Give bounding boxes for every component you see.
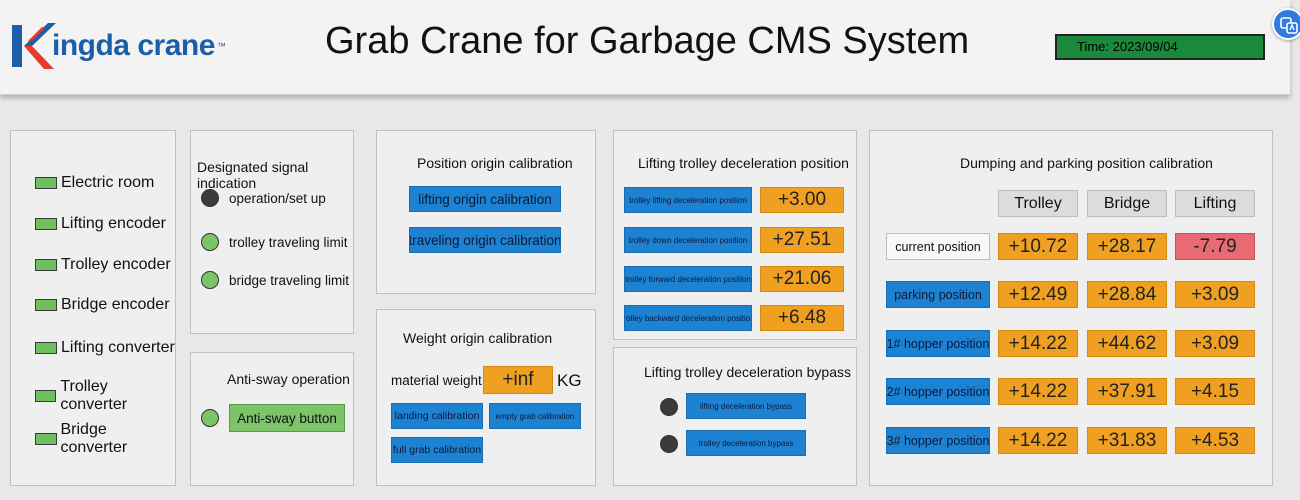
hopper-3-position-button[interactable]: 3# hopper position (886, 427, 990, 454)
position-value-alarm: -7.79 (1175, 233, 1255, 260)
material-weight-value: +inf (483, 366, 553, 394)
decel-position-label[interactable]: trolley lifting deceleration position (624, 187, 752, 213)
time-display: Time: 2023/09/04 (1055, 34, 1265, 60)
anti-sway-panel: Anti-sway operation Anti-sway button (190, 352, 354, 486)
logo-k-icon (12, 23, 56, 69)
status-indicator (35, 218, 57, 230)
status-indicator (35, 259, 57, 271)
deceleration-position-panel: Lifting trolley deceleration position tr… (613, 130, 857, 340)
signal-item: operation/set up (201, 189, 326, 207)
panel-title: Dumping and parking position calibration (960, 155, 1213, 171)
signal-item: trolley traveling limit (201, 233, 348, 251)
position-value: +44.62 (1087, 330, 1167, 357)
full-grab-calibration-button[interactable]: full grab calibration (391, 437, 483, 463)
legend-item: Electric room (35, 174, 154, 192)
position-value: +14.22 (998, 330, 1078, 357)
status-indicator (35, 390, 57, 402)
translate-icon (1280, 17, 1298, 34)
hopper-2-position-button[interactable]: 2# hopper position (886, 378, 990, 405)
column-header-trolley: Trolley (998, 190, 1078, 217)
bypass-lamp (660, 435, 678, 453)
bypass-lamp (660, 398, 678, 416)
position-origin-panel: Position origin calibration lifting orig… (376, 130, 596, 294)
position-value: +3.09 (1175, 281, 1255, 308)
company-logo: ingda crane ™ (8, 18, 226, 74)
anti-sway-button[interactable]: Anti-sway button (229, 404, 345, 432)
deceleration-bypass-panel: Lifting trolley deceleration bypass lift… (613, 347, 857, 486)
logo-text: ingda crane (52, 29, 215, 62)
position-value: +28.17 (1087, 233, 1167, 260)
legend-item: Lifting converter (35, 339, 175, 357)
dumping-parking-panel: Dumping and parking position calibration… (869, 130, 1273, 486)
empty-grab-calibration-button[interactable]: empty grab calibration (489, 403, 581, 429)
legend-item: Lifting encoder (35, 215, 166, 233)
signal-lamp (201, 189, 219, 207)
position-value: +3.09 (1175, 330, 1255, 357)
column-header-lifting: Lifting (1175, 190, 1255, 217)
status-indicator (35, 342, 57, 354)
legend-item: Bridge encoder (35, 296, 170, 314)
position-value: +4.15 (1175, 378, 1255, 405)
signal-item: bridge traveling limit (201, 271, 349, 289)
decel-position-value: +6.48 (760, 305, 844, 331)
position-value: +10.72 (998, 233, 1078, 260)
legend-item: Bridge converter (35, 421, 175, 457)
status-indicator (35, 299, 57, 311)
decel-position-label[interactable]: trolley down deceleration position (624, 227, 752, 253)
legend-item: Trolley encoder (35, 256, 171, 274)
panel-title: Weight origin calibration (403, 330, 553, 346)
decel-position-label[interactable]: trolley backward deceleration position (624, 305, 752, 331)
legend-item: Trolley converter (35, 378, 175, 414)
weight-origin-panel: Weight origin calibration material weigh… (376, 309, 596, 486)
position-value: +28.84 (1087, 281, 1167, 308)
signal-indication-panel: Designated signal indication operation/s… (190, 130, 354, 334)
panel-title: Designated signal indication (197, 159, 309, 191)
decel-position-label[interactable]: trolley forward deceleration position (624, 266, 752, 292)
panel-title: Lifting trolley deceleration bypass (644, 364, 852, 380)
weight-unit: KG (557, 371, 582, 390)
lifting-origin-calibration-button[interactable]: lifting origin calibration (409, 186, 561, 212)
status-indicator (35, 177, 57, 189)
position-value: +12.49 (998, 281, 1078, 308)
decel-position-value: +21.06 (760, 266, 844, 292)
panel-title: Position origin calibration (417, 155, 573, 171)
panel-title: Lifting trolley deceleration position (638, 155, 849, 171)
parking-position-button[interactable]: parking position (886, 281, 990, 308)
lifting-deceleration-bypass-button[interactable]: lifting deceleration bypass (686, 393, 806, 419)
equipment-status-panel: Electric room Lifting encoder Trolley en… (10, 130, 176, 486)
column-header-bridge: Bridge (1087, 190, 1167, 217)
position-value: +4.53 (1175, 427, 1255, 454)
landing-calibration-button[interactable]: landing calibration (391, 403, 483, 429)
status-indicator (35, 433, 57, 445)
decel-position-value: +3.00 (760, 187, 844, 213)
translate-button[interactable] (1272, 8, 1300, 40)
row-label-current-position: current position (886, 233, 990, 260)
material-weight-label: material weight (391, 373, 482, 388)
trolley-deceleration-bypass-button[interactable]: trolley deceleration bypass (686, 430, 806, 456)
decel-position-value: +27.51 (760, 227, 844, 253)
traveling-origin-calibration-button[interactable]: traveling origin calibration (409, 227, 561, 253)
header-bar: ingda crane ™ Grab Crane for Garbage CMS… (0, 0, 1290, 95)
anti-sway-lamp (201, 409, 219, 427)
position-value: +14.22 (998, 427, 1078, 454)
position-value: +31.83 (1087, 427, 1167, 454)
logo-trademark: ™ (216, 41, 226, 51)
panel-title: Anti-sway operation (227, 371, 350, 387)
hopper-1-position-button[interactable]: 1# hopper position (886, 330, 990, 357)
position-value: +37.91 (1087, 378, 1167, 405)
position-value: +14.22 (998, 378, 1078, 405)
signal-lamp (201, 233, 219, 251)
page-title: Grab Crane for Garbage CMS System (325, 20, 970, 62)
signal-lamp (201, 271, 219, 289)
